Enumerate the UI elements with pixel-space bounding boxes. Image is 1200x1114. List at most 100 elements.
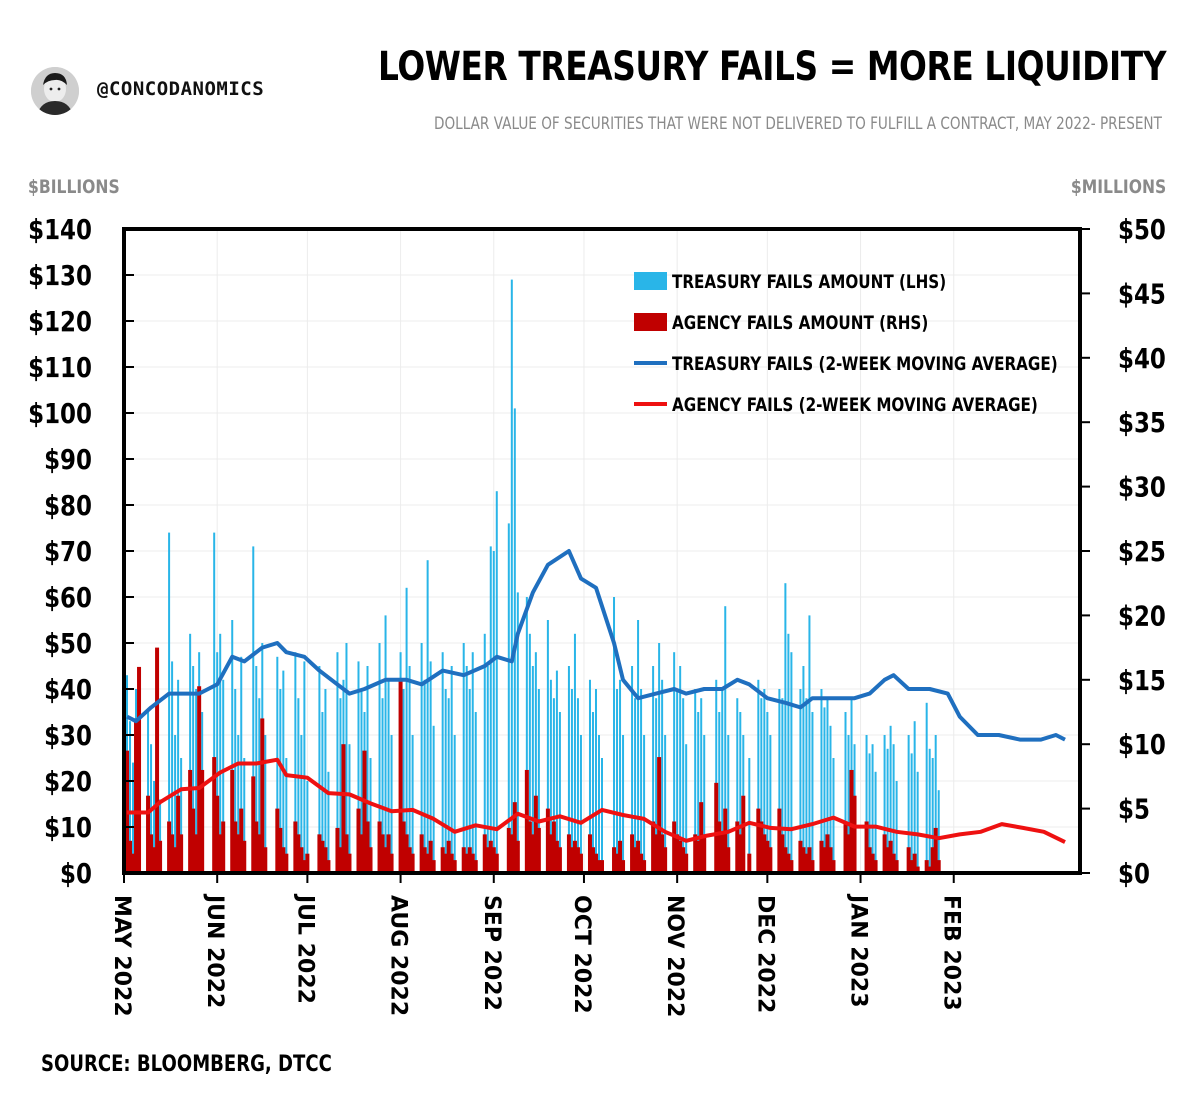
legend-swatch-agency-bar [634,313,667,331]
treasury-bar [601,758,603,873]
treasury-bar [324,689,327,873]
treasury-bar [910,753,913,873]
treasury-bar [531,666,534,873]
treasury-bar [537,689,540,873]
treasury-bar [129,721,132,873]
treasury-bar [552,698,555,873]
treasury-bar [465,666,468,873]
treasury-bar [826,698,829,873]
treasury-bar [306,781,309,873]
x-tick-label: NOV 2022 [662,895,687,1017]
agency-bar [176,795,181,873]
treasury-bar [426,560,429,873]
x-tick-label: DEC 2022 [752,895,777,1013]
treasury-bar [576,698,579,873]
agency-bar [663,847,668,873]
treasury-bar [549,679,552,873]
agency-bar [149,834,154,873]
agency-bar [167,821,172,873]
treasury-bar [153,781,156,873]
treasury-bar [339,698,342,873]
agency-bar [200,769,205,873]
right-tick-label: $30 [1118,471,1166,504]
treasury-bar [847,735,850,873]
right-tick-label: $20 [1118,600,1166,633]
agency-bar [783,847,788,873]
agency-bar [714,782,719,873]
agency-bar [566,834,571,873]
treasury-bar [510,279,513,874]
treasury-bar [195,689,198,873]
agency-bar [419,834,424,873]
agency-bar [380,834,385,873]
right-axis-ticks: $0 $5 $10 $15 $20 $25 $30 $35 $40 $45 $50 [1080,214,1166,891]
agency-bar [338,847,343,873]
treasury-bar [348,744,351,873]
right-tick-label: $10 [1118,729,1166,762]
left-tick-label: $130 [28,260,92,293]
treasury-bar [721,689,724,873]
x-tick-label: SEP 2022 [479,895,504,1011]
treasury-bar [483,633,486,873]
agency-bar [320,840,325,873]
treasury-bar [673,652,676,873]
agency-bar [515,840,520,873]
agency-bar [347,853,352,873]
x-tick-label: OCT 2022 [569,895,594,1014]
treasury-bar [622,735,625,873]
agency-bar [867,847,872,873]
treasury-bar [252,546,255,873]
agency-bar [482,834,487,873]
treasury-bar [916,771,919,873]
treasury-bar [913,721,916,873]
treasury-bar [757,679,760,873]
treasury-bar [168,532,171,873]
treasury-bar [769,735,772,873]
agency-bar [452,860,457,873]
agency-bar [723,808,728,873]
treasury-bar [679,666,682,873]
legend-label: AGENCY FAILS (2-WEEK MOVING AVERAGE) [672,394,1038,416]
agency-bar [242,840,247,873]
treasury-bar [327,771,330,873]
agency-bar [870,853,875,873]
treasury-bar [784,583,787,873]
agency-bar [654,834,659,873]
treasury-bar [613,597,616,873]
treasury-bar [534,652,537,873]
agency-bar [849,769,854,873]
left-tick-label: $0 [60,858,92,891]
treasury-bar [703,735,706,873]
agency-bar [557,847,562,873]
agency-ma-line [127,757,1066,844]
treasury-bar [243,758,246,873]
agency-bar [524,769,529,873]
treasury-bar [700,698,703,873]
treasury-bar [889,725,892,873]
agency-bar [804,853,809,873]
treasury-bar [676,689,679,873]
treasury-bar [685,744,688,873]
treasury-bar [883,735,886,873]
left-tick-label: $110 [28,352,92,385]
treasury-bar [616,689,619,873]
treasury-bar [444,689,447,873]
treasury-bar [766,712,769,873]
treasury-bar [865,735,868,873]
agency-bar [278,827,283,873]
left-tick-label: $90 [44,444,92,477]
treasury-bar [829,725,832,873]
agency-bar [449,853,454,873]
agency-bar [864,821,869,873]
treasury-bar [619,679,622,873]
treasury-bar [441,652,444,873]
treasury-bar [546,620,549,873]
agency-bar [747,853,752,873]
legend-label: AGENCY FAILS AMOUNT (RHS) [672,312,928,334]
fails-chart: $0 $10 $20 $30 $40 $50 $60 $70 $80 $90 $100 $110 $12… [28,214,1166,1018]
agency-bar [681,847,686,873]
agency-bar [299,847,304,873]
agency-bar [915,866,920,873]
chart-title: LOWER TREASURY FAILS = MORE LIQUIDITY [377,44,1166,90]
agency-bar [335,827,340,873]
